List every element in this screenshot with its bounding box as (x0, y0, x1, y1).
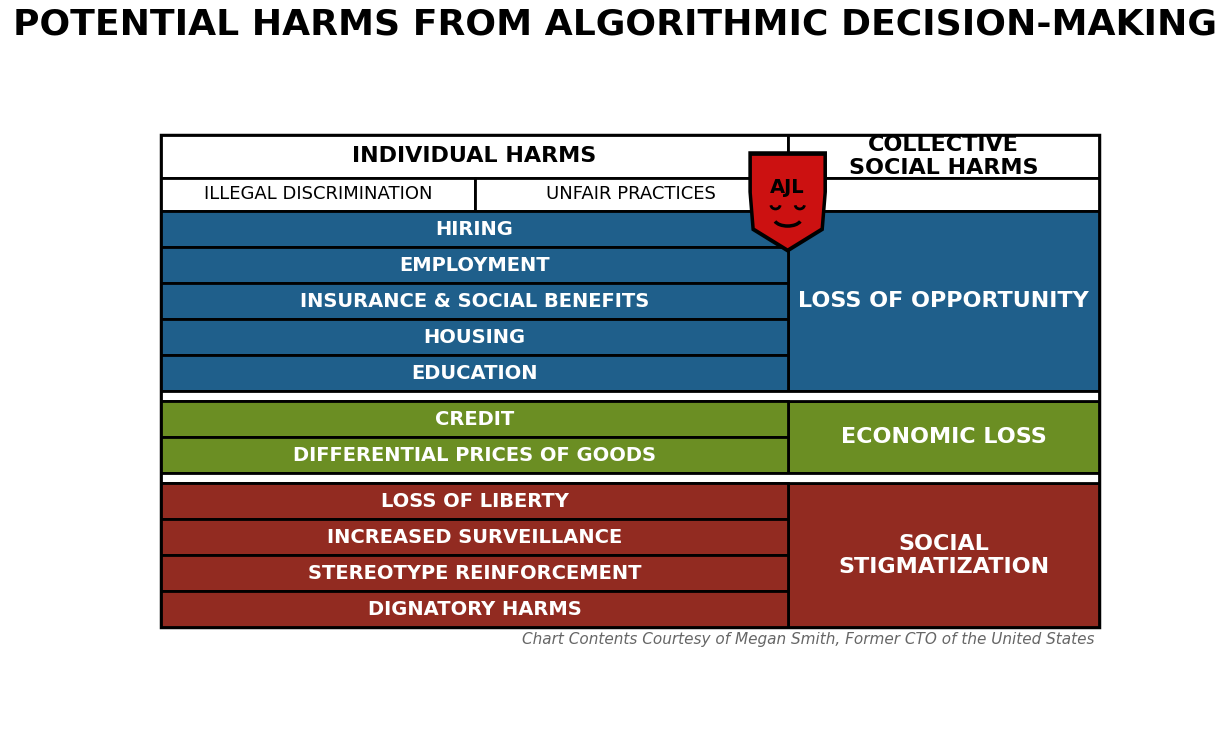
Bar (787, 135, 1100, 177)
Text: ECONOMIC LOSS: ECONOMIC LOSS (840, 427, 1047, 447)
Bar (161, 356, 787, 391)
Text: STEREOTYPE REINFORCEMENT: STEREOTYPE REINFORCEMENT (308, 564, 641, 583)
Bar (161, 283, 787, 319)
Bar (161, 483, 787, 519)
Text: EMPLOYMENT: EMPLOYMENT (400, 255, 550, 274)
Text: EDUCATION: EDUCATION (411, 364, 538, 383)
Bar (161, 402, 787, 437)
Bar (161, 591, 787, 627)
Text: Chart Contents Courtesy of Megan Smith, Former CTO of the United States: Chart Contents Courtesy of Megan Smith, … (522, 632, 1095, 647)
Bar (161, 556, 787, 591)
Text: COLLECTIVE
SOCIAL HARMS: COLLECTIVE SOCIAL HARMS (849, 135, 1038, 178)
Text: HOUSING: HOUSING (423, 328, 525, 347)
Bar (161, 519, 787, 556)
Bar (161, 473, 1100, 483)
Bar (475, 177, 787, 211)
Text: INSURANCE & SOCIAL BENEFITS: INSURANCE & SOCIAL BENEFITS (300, 292, 649, 311)
Bar (161, 177, 475, 211)
Bar (161, 211, 787, 247)
Bar (161, 135, 787, 177)
Text: CREDIT: CREDIT (435, 410, 514, 429)
Text: HIRING: HIRING (435, 220, 513, 239)
Bar (161, 135, 1100, 627)
Text: AJL: AJL (770, 177, 804, 197)
Text: DIGNATORY HARMS: DIGNATORY HARMS (368, 600, 582, 619)
Bar (787, 483, 1100, 627)
Bar (787, 211, 1100, 391)
Text: DIFFERENTIAL PRICES OF GOODS: DIFFERENTIAL PRICES OF GOODS (293, 446, 656, 465)
Bar (161, 247, 787, 283)
Text: POTENTIAL HARMS FROM ALGORITHMIC DECISION-MAKING: POTENTIAL HARMS FROM ALGORITHMIC DECISIO… (14, 7, 1216, 41)
Polygon shape (748, 151, 827, 253)
Bar (161, 319, 787, 356)
Bar (161, 437, 787, 473)
Text: INCREASED SURVEILLANCE: INCREASED SURVEILLANCE (327, 528, 622, 547)
Text: INDIVIDUAL HARMS: INDIVIDUAL HARMS (352, 147, 597, 166)
Text: SOCIAL
STIGMATIZATION: SOCIAL STIGMATIZATION (838, 534, 1049, 577)
Polygon shape (752, 156, 823, 248)
Bar (787, 402, 1100, 473)
Text: LOSS OF LIBERTY: LOSS OF LIBERTY (380, 492, 568, 511)
Bar (787, 177, 1100, 211)
Text: UNFAIR PRACTICES: UNFAIR PRACTICES (546, 185, 716, 204)
Bar (161, 391, 1100, 402)
Text: LOSS OF OPPORTUNITY: LOSS OF OPPORTUNITY (798, 291, 1089, 311)
Text: ILLEGAL DISCRIMINATION: ILLEGAL DISCRIMINATION (204, 185, 432, 204)
